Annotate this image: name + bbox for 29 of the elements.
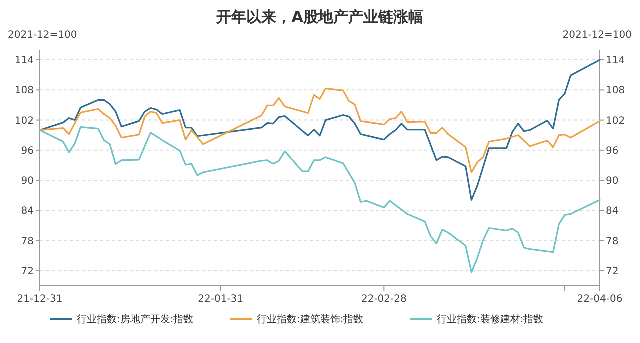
y-axis-title: 2021-12=100 [8, 30, 78, 41]
y2-tick-label: 72 [606, 266, 619, 278]
line-series [39, 88, 601, 174]
y2-tick-label: 78 [606, 236, 619, 248]
y-tick-label: 78 [21, 236, 34, 248]
y2-tick-label: 84 [606, 206, 619, 218]
x-tick-label: 22-04-06 [577, 294, 623, 305]
line-series [39, 126, 601, 274]
y2-tick-label: 90 [606, 176, 619, 188]
x-tick-label: 21-12-31 [17, 294, 63, 305]
y-tick-label: 72 [21, 266, 34, 278]
legend-label: 行业指数:装修建材:指数 [437, 314, 544, 326]
y-tick-label: 102 [14, 116, 34, 127]
y-tick-label: 84 [21, 206, 34, 218]
y2-tick-label: 102 [606, 116, 626, 127]
y2-axis-title: 2021-12=100 [562, 30, 632, 41]
x-tick-label: 22-02-28 [361, 294, 407, 305]
y2-tick-label: 96 [606, 146, 619, 157]
y-tick-label: 108 [14, 86, 34, 97]
chart-title: 开年以来，A股地产产业链涨幅 [216, 8, 424, 26]
x-tick-label: 22-01-31 [198, 294, 244, 305]
y2-tick-label: 114 [606, 56, 626, 67]
y2-tick-label: 108 [606, 86, 626, 97]
legend-label: 行业指数:房地产开发:指数 [77, 314, 194, 326]
y-tick-label: 96 [21, 146, 34, 157]
y-tick-label: 114 [14, 56, 34, 67]
y-tick-label: 90 [21, 176, 34, 188]
legend-label: 行业指数:建筑装饰:指数 [257, 314, 364, 326]
line-series [39, 59, 601, 201]
